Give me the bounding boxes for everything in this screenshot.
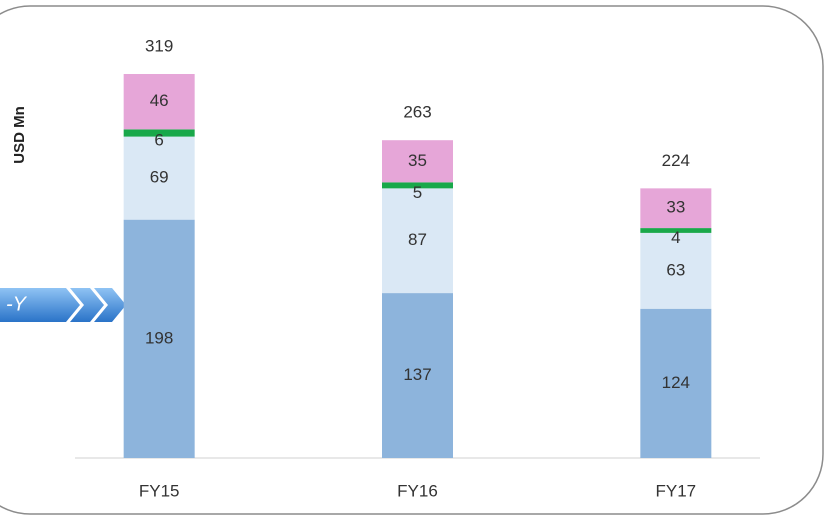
bar-segment (640, 308, 712, 458)
bar-segment (382, 140, 453, 183)
arrow-label: -Y (6, 293, 28, 315)
data-label: 5 (413, 183, 422, 202)
x-tick-label: FY17 (656, 481, 697, 500)
bar-segment (123, 129, 195, 137)
data-label: 63 (666, 260, 685, 279)
x-tick-label: FY16 (397, 481, 438, 500)
y-axis-label: USD Mn (11, 106, 28, 164)
bar-segment (640, 232, 712, 309)
data-label: 87 (408, 230, 427, 249)
data-label: 69 (150, 168, 169, 187)
bar-segment (640, 228, 712, 233)
data-label: 6 (154, 130, 163, 149)
data-label: 137 (403, 365, 431, 384)
data-label: 198 (145, 328, 173, 347)
data-label: 4 (671, 228, 680, 247)
total-label: 263 (403, 103, 431, 122)
total-label: 319 (145, 36, 173, 55)
bar-segment (123, 136, 195, 220)
bar-segment (382, 293, 453, 458)
arrow: -Y (0, 288, 126, 322)
bar-segment (382, 188, 453, 294)
data-label: 46 (150, 91, 169, 110)
data-label: 35 (408, 151, 427, 170)
bar-segment (123, 74, 195, 130)
total-label: 224 (662, 151, 690, 170)
x-tick-label: FY15 (139, 481, 180, 500)
data-label: 124 (662, 373, 690, 392)
bar-segment (382, 182, 453, 189)
data-label: 33 (666, 198, 685, 217)
bar-segment (640, 188, 712, 229)
bar-segment (123, 219, 195, 458)
